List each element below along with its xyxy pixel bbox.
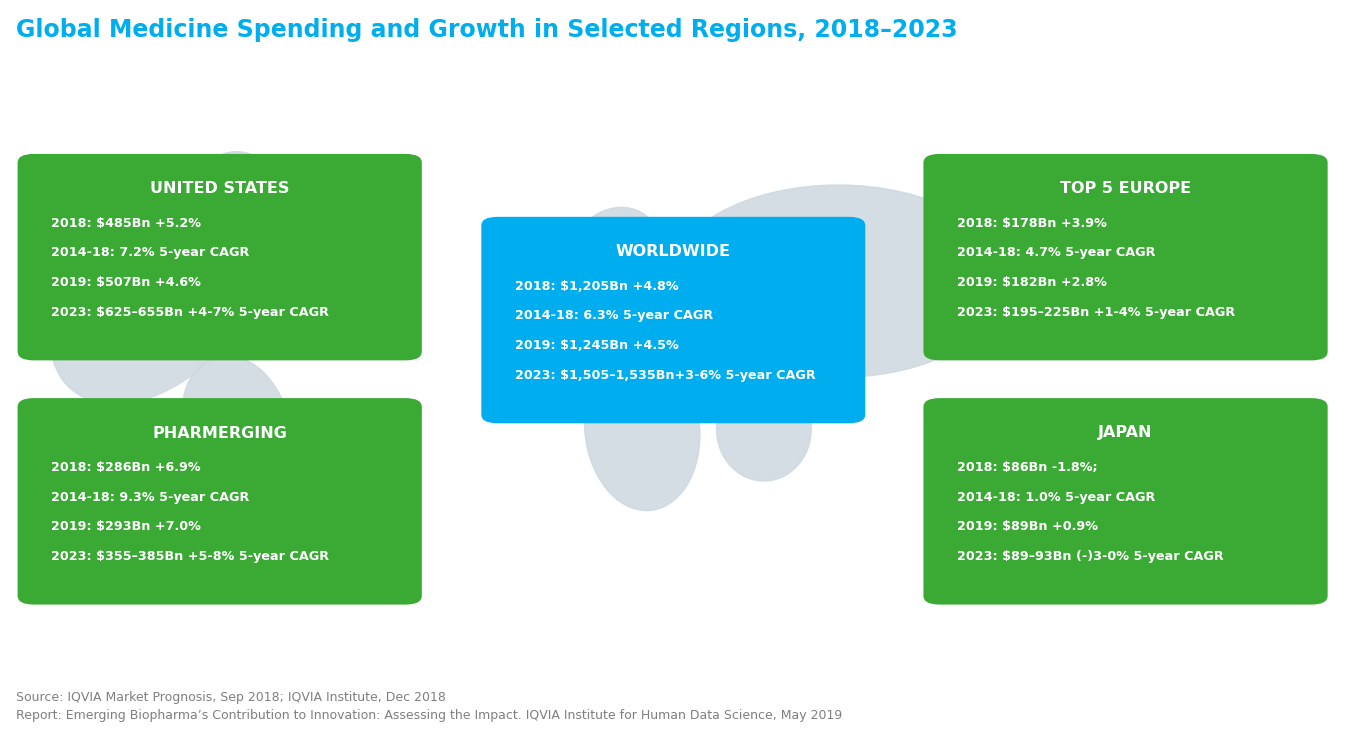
FancyBboxPatch shape (923, 398, 1328, 605)
Text: 2018: $178Bn +3.9%: 2018: $178Bn +3.9% (957, 217, 1107, 230)
FancyBboxPatch shape (18, 154, 422, 360)
Text: JAPAN: JAPAN (1098, 425, 1153, 440)
Ellipse shape (568, 207, 662, 311)
Text: 2014-18: 1.0% 5-year CAGR: 2014-18: 1.0% 5-year CAGR (957, 491, 1156, 504)
Ellipse shape (584, 348, 700, 511)
Text: 2023: $355–385Bn +5-8% 5-year CAGR: 2023: $355–385Bn +5-8% 5-year CAGR (51, 550, 330, 563)
Text: 2023: $625–655Bn +4-7% 5-year CAGR: 2023: $625–655Bn +4-7% 5-year CAGR (51, 306, 330, 319)
Text: WORLDWIDE: WORLDWIDE (615, 244, 731, 259)
Text: UNITED STATES: UNITED STATES (150, 181, 289, 196)
Text: 2014-18: 9.3% 5-year CAGR: 2014-18: 9.3% 5-year CAGR (51, 491, 250, 504)
Text: 2019: $293Bn +7.0%: 2019: $293Bn +7.0% (51, 520, 201, 534)
Ellipse shape (199, 152, 273, 218)
Ellipse shape (181, 355, 292, 503)
Text: Source: IQVIA Market Prognosis, Sep 2018; IQVIA Institute, Dec 2018
Report: Emer: Source: IQVIA Market Prognosis, Sep 2018… (16, 690, 842, 722)
Text: 2019: $89Bn +0.9%: 2019: $89Bn +0.9% (957, 520, 1098, 534)
Text: 2014-18: 7.2% 5-year CAGR: 2014-18: 7.2% 5-year CAGR (51, 246, 250, 260)
Ellipse shape (669, 185, 1007, 377)
FancyBboxPatch shape (481, 217, 865, 423)
Text: 2014-18: 6.3% 5-year CAGR: 2014-18: 6.3% 5-year CAGR (515, 309, 714, 323)
FancyBboxPatch shape (18, 398, 422, 605)
Text: TOP 5 EUROPE: TOP 5 EUROPE (1060, 181, 1191, 196)
Ellipse shape (717, 377, 811, 481)
Text: 2023: $1,505–1,535Bn+3-6% 5-year CAGR: 2023: $1,505–1,535Bn+3-6% 5-year CAGR (515, 369, 815, 382)
FancyBboxPatch shape (923, 154, 1328, 360)
Text: 2019: $507Bn +4.6%: 2019: $507Bn +4.6% (51, 276, 201, 289)
Text: 2023: $89–93Bn (-)3-0% 5-year CAGR: 2023: $89–93Bn (-)3-0% 5-year CAGR (957, 550, 1224, 563)
Text: 2023: $195–225Bn +1-4% 5-year CAGR: 2023: $195–225Bn +1-4% 5-year CAGR (957, 306, 1236, 319)
Text: 2018: $86Bn -1.8%;: 2018: $86Bn -1.8%; (957, 461, 1098, 474)
Ellipse shape (1203, 244, 1284, 348)
Text: 2014-18: 4.7% 5-year CAGR: 2014-18: 4.7% 5-year CAGR (957, 246, 1156, 260)
Text: PHARMERGING: PHARMERGING (153, 425, 287, 440)
Text: 2018: $485Bn +5.2%: 2018: $485Bn +5.2% (51, 217, 201, 230)
Text: 2019: $1,245Bn +4.5%: 2019: $1,245Bn +4.5% (515, 339, 679, 352)
Text: 2018: $286Bn +6.9%: 2018: $286Bn +6.9% (51, 461, 201, 474)
Text: Global Medicine Spending and Growth in Selected Regions, 2018–2023: Global Medicine Spending and Growth in S… (16, 18, 957, 42)
Ellipse shape (50, 188, 261, 404)
Text: 2018: $1,205Bn +4.8%: 2018: $1,205Bn +4.8% (515, 280, 679, 293)
Ellipse shape (990, 414, 1106, 503)
Text: 2019: $182Bn +2.8%: 2019: $182Bn +2.8% (957, 276, 1107, 289)
